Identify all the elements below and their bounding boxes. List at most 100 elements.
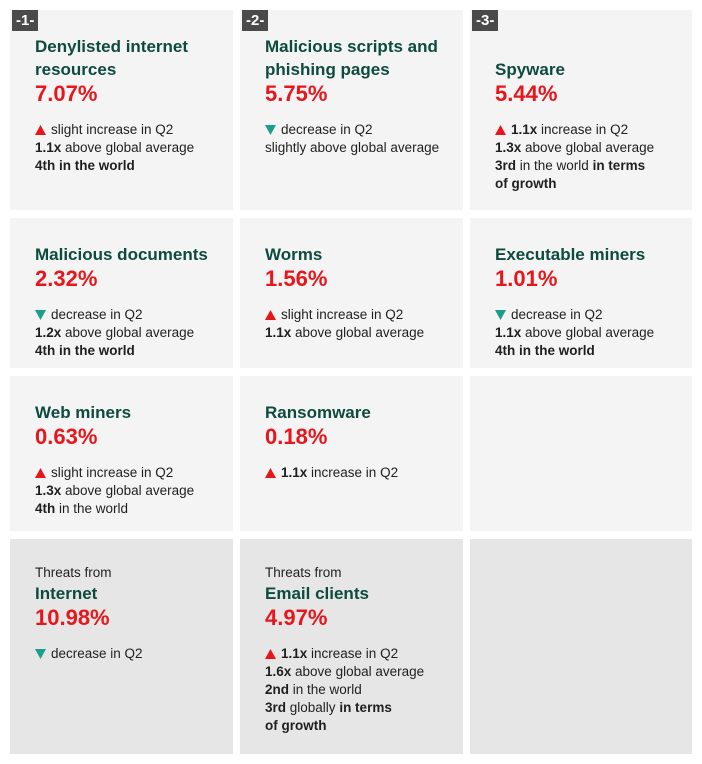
trend-arrow bbox=[495, 125, 506, 135]
title-block: Threats from Email clients bbox=[265, 564, 453, 605]
text: slightly above global average bbox=[265, 140, 440, 155]
bold-text: 4th bbox=[35, 501, 56, 516]
detail-line: 1.2x above global average bbox=[35, 324, 223, 342]
card-value: 0.63% bbox=[35, 424, 98, 449]
bold-text: 1.1x bbox=[495, 325, 522, 340]
bold-text: 1.1x bbox=[511, 122, 538, 137]
text: slight increase in Q2 bbox=[51, 465, 174, 480]
detail-line: 4th in the world bbox=[35, 500, 223, 518]
card-value: 2.32% bbox=[35, 266, 98, 291]
card: Web miners 0.63% slight increase in Q2 1.3x… bbox=[10, 376, 233, 531]
card-value: 4.97% bbox=[265, 605, 328, 630]
title-block: Malicious documents bbox=[35, 243, 223, 266]
detail-line: 1.1x increase in Q2 bbox=[265, 464, 453, 482]
card: Threats from Internet 10.98% decrease in Q2 bbox=[10, 539, 233, 754]
detail-line: 1.1x above global average bbox=[265, 324, 453, 342]
text: above global average bbox=[291, 325, 425, 340]
detail-line: 1.1x increase in Q2 bbox=[265, 645, 453, 663]
text: decrease in Q2 bbox=[281, 122, 373, 137]
trend-arrow bbox=[35, 468, 46, 478]
text: in the world bbox=[55, 501, 129, 516]
detail-line: decrease in Q2 bbox=[495, 306, 682, 324]
text: above global average bbox=[291, 664, 425, 679]
title-prefix: Threats from bbox=[35, 565, 112, 580]
card: Ransomware 0.18% 1.1x increase in Q2 bbox=[240, 376, 463, 531]
trend-arrow bbox=[35, 125, 46, 135]
detail-line: 1.1x above global average bbox=[35, 139, 223, 157]
title-prefix: Threats from bbox=[265, 565, 342, 580]
title-block: Threats from Internet bbox=[35, 564, 223, 605]
card-value: 10.98% bbox=[35, 605, 110, 630]
text: decrease in Q2 bbox=[511, 307, 603, 322]
card-title: Internet bbox=[35, 584, 98, 603]
bold-text: 3rd bbox=[495, 158, 517, 173]
empty-card bbox=[470, 376, 692, 531]
bold-text: 1.3x bbox=[495, 140, 522, 155]
card-title: Email clients bbox=[265, 584, 369, 603]
bold-text: 1.1x bbox=[281, 646, 308, 661]
text: above global average bbox=[521, 325, 655, 340]
title-block: Web miners bbox=[35, 401, 223, 424]
detail-line: 4th in the world bbox=[35, 157, 223, 175]
detail-line: decrease in Q2 bbox=[35, 306, 223, 324]
bold-text: 4th in the world bbox=[35, 158, 135, 173]
detail-line: 4th in the world bbox=[35, 342, 223, 360]
badge: -2- bbox=[242, 10, 269, 31]
text: above global average bbox=[61, 325, 195, 340]
card-value: 5.75% bbox=[265, 81, 328, 106]
card-value: 7.07% bbox=[35, 81, 98, 106]
card: Malicious documents 2.32% decrease in Q2 1.… bbox=[10, 218, 233, 368]
detail-line: of growth bbox=[265, 717, 453, 735]
bold-text: 4th in the world bbox=[35, 343, 135, 358]
card-title: phishing pages bbox=[265, 60, 390, 79]
card-title: resources bbox=[35, 60, 117, 79]
detail-line: decrease in Q2 bbox=[265, 121, 453, 139]
text: above global average bbox=[61, 140, 195, 155]
detail-line: decrease in Q2 bbox=[35, 645, 223, 663]
detail-line: 1.3x above global average bbox=[495, 139, 682, 157]
text: in the world bbox=[516, 158, 593, 173]
text: decrease in Q2 bbox=[51, 646, 143, 661]
title-block: Denylisted internet resources bbox=[35, 35, 223, 81]
text: increase in Q2 bbox=[537, 122, 629, 137]
text: slight increase in Q2 bbox=[51, 122, 174, 137]
text: in the world bbox=[289, 682, 362, 697]
detail-line: slight increase in Q2 bbox=[35, 464, 223, 482]
text: decrease in Q2 bbox=[51, 307, 143, 322]
detail-line: slight increase in Q2 bbox=[265, 306, 453, 324]
bold-text: 1.2x bbox=[35, 325, 62, 340]
text: globally bbox=[286, 700, 340, 715]
bold-text: 1.1x bbox=[281, 465, 308, 480]
title-block: Executable miners bbox=[495, 243, 682, 266]
badge: -1- bbox=[12, 10, 39, 31]
card-title: Web miners bbox=[35, 403, 132, 422]
bold-text: 3rd bbox=[265, 700, 287, 715]
detail-line: 1.3x above global average bbox=[35, 482, 223, 500]
title-block: Malicious scripts and phishing pages bbox=[265, 35, 453, 81]
bold-text: 1.6x bbox=[265, 664, 292, 679]
text: increase in Q2 bbox=[307, 646, 399, 661]
trend-arrow bbox=[35, 649, 46, 659]
card: Threats from Email clients 4.97% 1.1x incre… bbox=[240, 539, 463, 754]
card-value: 5.44% bbox=[495, 81, 558, 106]
badge: -3- bbox=[472, 10, 499, 31]
bold-text: of growth bbox=[495, 176, 557, 191]
trend-arrow bbox=[265, 468, 276, 478]
card-title: Malicious documents bbox=[35, 245, 208, 264]
card-title: Worms bbox=[265, 245, 323, 264]
text: slight increase in Q2 bbox=[281, 307, 404, 322]
bold-text: 1.3x bbox=[35, 483, 62, 498]
detail-line: 2nd in the world bbox=[265, 681, 453, 699]
card-title: Spyware bbox=[495, 60, 565, 79]
detail-line: 1.6x above global average bbox=[265, 663, 453, 681]
card: Worms 1.56% slight increase in Q2 1.1x abov… bbox=[240, 218, 463, 368]
trend-arrow bbox=[495, 310, 506, 320]
bold-text: 4th in the world bbox=[495, 343, 595, 358]
title-block: Worms bbox=[265, 243, 453, 266]
detail-line: 1.1x above global average bbox=[495, 324, 682, 342]
detail-line: 3rd in the world in terms bbox=[495, 157, 682, 175]
card-title: Ransomware bbox=[265, 403, 371, 422]
title-block: Ransomware bbox=[265, 401, 453, 424]
bold-text: in terms bbox=[592, 158, 646, 173]
